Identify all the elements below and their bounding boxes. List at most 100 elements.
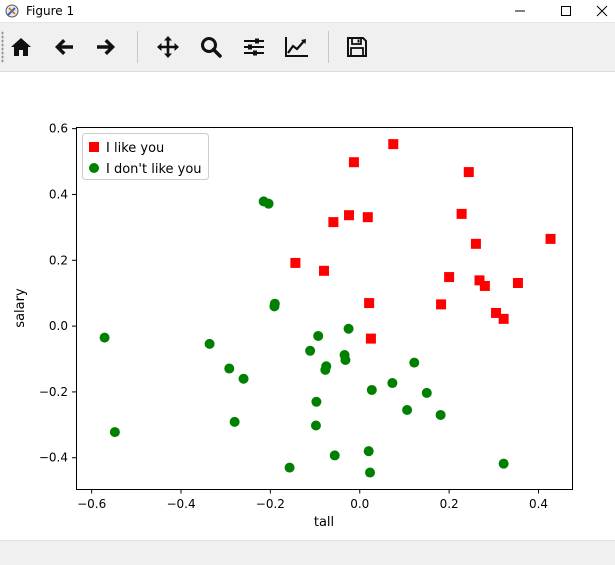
dont-like-you-point: [498, 458, 509, 469]
forward-button[interactable]: [90, 31, 122, 63]
legend-label: I don't like you: [106, 162, 202, 177]
status-bar: [0, 540, 615, 565]
dont-like-you-point: [224, 363, 235, 374]
legend-box: [82, 133, 209, 180]
like-you-point: [364, 298, 375, 309]
move-icon: [157, 36, 179, 58]
like-you-point: [290, 257, 301, 268]
maximize-icon: [561, 6, 571, 16]
x-tick-label: −0.2: [256, 497, 285, 511]
like-you-point: [512, 277, 523, 288]
edit-axis-button[interactable]: [281, 31, 313, 63]
y-axis-label: salary: [13, 288, 28, 328]
x-tick-label: 0.4: [529, 497, 548, 511]
dont-like-you-point: [329, 450, 340, 461]
dont-like-you-point: [387, 378, 398, 389]
pan-button[interactable]: [152, 31, 184, 63]
configure-subplots-button[interactable]: [238, 31, 270, 63]
save-button[interactable]: [341, 31, 373, 63]
legend: I like you I don't like you: [82, 133, 209, 180]
like-you-point: [479, 280, 490, 291]
y-tick-label: 0.4: [49, 187, 68, 201]
dont-like-you-point: [109, 427, 120, 438]
dont-like-you-point: [363, 446, 374, 457]
dont-like-you-point: [269, 301, 280, 312]
scatter-plot[interactable]: −0.6 −0.4 −0.2 0.0 0.2 0.4 −0.4 −0.2 0.0 0.2 0.4 0…: [0, 72, 615, 540]
x-tick-label: 0.0: [350, 497, 369, 511]
like-you-point: [470, 238, 481, 249]
dont-like-you-point: [409, 357, 420, 368]
legend-marker: [89, 142, 99, 152]
x-tick-label: −0.4: [166, 497, 195, 511]
x-axis-ticks: −0.6 −0.4 −0.2 0.0 0.2 0.4: [77, 489, 548, 511]
like-you-point: [365, 333, 376, 344]
like-you-point: [456, 208, 467, 219]
dont-like-you-point: [340, 354, 351, 365]
dont-like-you-point: [305, 345, 316, 356]
like-you-point: [444, 272, 455, 283]
x-tick-label: 0.2: [440, 497, 459, 511]
floppy-disk-icon: [347, 37, 367, 57]
y-tick-label: −0.4: [39, 451, 68, 465]
x-axis-label: tall: [314, 515, 334, 530]
minimize-icon: [515, 10, 525, 12]
like-you-point: [319, 265, 329, 276]
line-chart-icon: [285, 37, 308, 57]
like-you-point: [362, 212, 373, 223]
home-button[interactable]: [5, 31, 37, 63]
dont-like-you-point: [229, 416, 240, 427]
arrow-right-icon: [97, 39, 115, 55]
like-you-point: [436, 299, 447, 310]
y-tick-label: 0.6: [49, 122, 68, 136]
y-tick-label: 0.2: [49, 253, 68, 267]
toolbar-grip[interactable]: [1, 31, 4, 63]
toolbar-separator: [328, 31, 329, 63]
toolbar: [0, 23, 615, 72]
like-you-point: [545, 233, 556, 244]
series-like-you: [290, 139, 556, 344]
dont-like-you-point: [284, 462, 295, 473]
window-title: Figure 1: [26, 4, 75, 18]
like-you-point: [491, 307, 502, 318]
dont-like-you-point: [310, 420, 321, 431]
like-you-point: [328, 217, 339, 228]
dont-like-you-point: [366, 384, 377, 395]
dont-like-you-point: [99, 332, 110, 343]
back-button[interactable]: [48, 31, 80, 63]
close-button[interactable]: [589, 0, 615, 22]
y-tick-label: 0.0: [49, 319, 68, 333]
close-icon: [596, 5, 608, 17]
legend-label: I like you: [106, 141, 164, 156]
zoom-button[interactable]: [195, 31, 227, 63]
title-bar: Figure 1: [0, 0, 615, 23]
dont-like-you-point: [421, 387, 432, 398]
minimize-button[interactable]: [497, 0, 543, 22]
sliders-icon: [244, 38, 264, 56]
like-you-point: [388, 139, 399, 150]
dont-like-you-point: [204, 338, 215, 349]
home-icon: [11, 38, 31, 56]
x-tick-label: −0.6: [77, 497, 106, 511]
dont-like-you-point: [435, 409, 446, 420]
dont-like-you-point: [263, 198, 274, 209]
magnifier-icon: [201, 37, 222, 58]
dont-like-you-point: [313, 330, 324, 341]
dont-like-you-point: [238, 373, 249, 384]
like-you-point: [348, 157, 359, 168]
dont-like-you-point: [311, 396, 322, 407]
maximize-button[interactable]: [543, 0, 589, 22]
y-axis-ticks: −0.4 −0.2 0.0 0.2 0.4 0.6: [39, 122, 77, 465]
like-you-point: [463, 167, 474, 178]
dont-like-you-point: [402, 405, 413, 416]
axes-frame: [76, 127, 573, 490]
series-dont-like-you: [99, 196, 509, 478]
arrow-left-icon: [55, 39, 73, 55]
dont-like-you-point: [320, 364, 331, 375]
figure-canvas[interactable]: −0.6 −0.4 −0.2 0.0 0.2 0.4 −0.4 −0.2 0.0 0.2 0.4 0…: [0, 72, 615, 540]
app-icon: [5, 4, 19, 18]
like-you-point: [498, 313, 509, 324]
y-tick-label: −0.2: [39, 385, 68, 399]
legend-marker: [89, 163, 99, 173]
dont-like-you-point: [343, 323, 354, 334]
like-you-point: [344, 210, 355, 221]
